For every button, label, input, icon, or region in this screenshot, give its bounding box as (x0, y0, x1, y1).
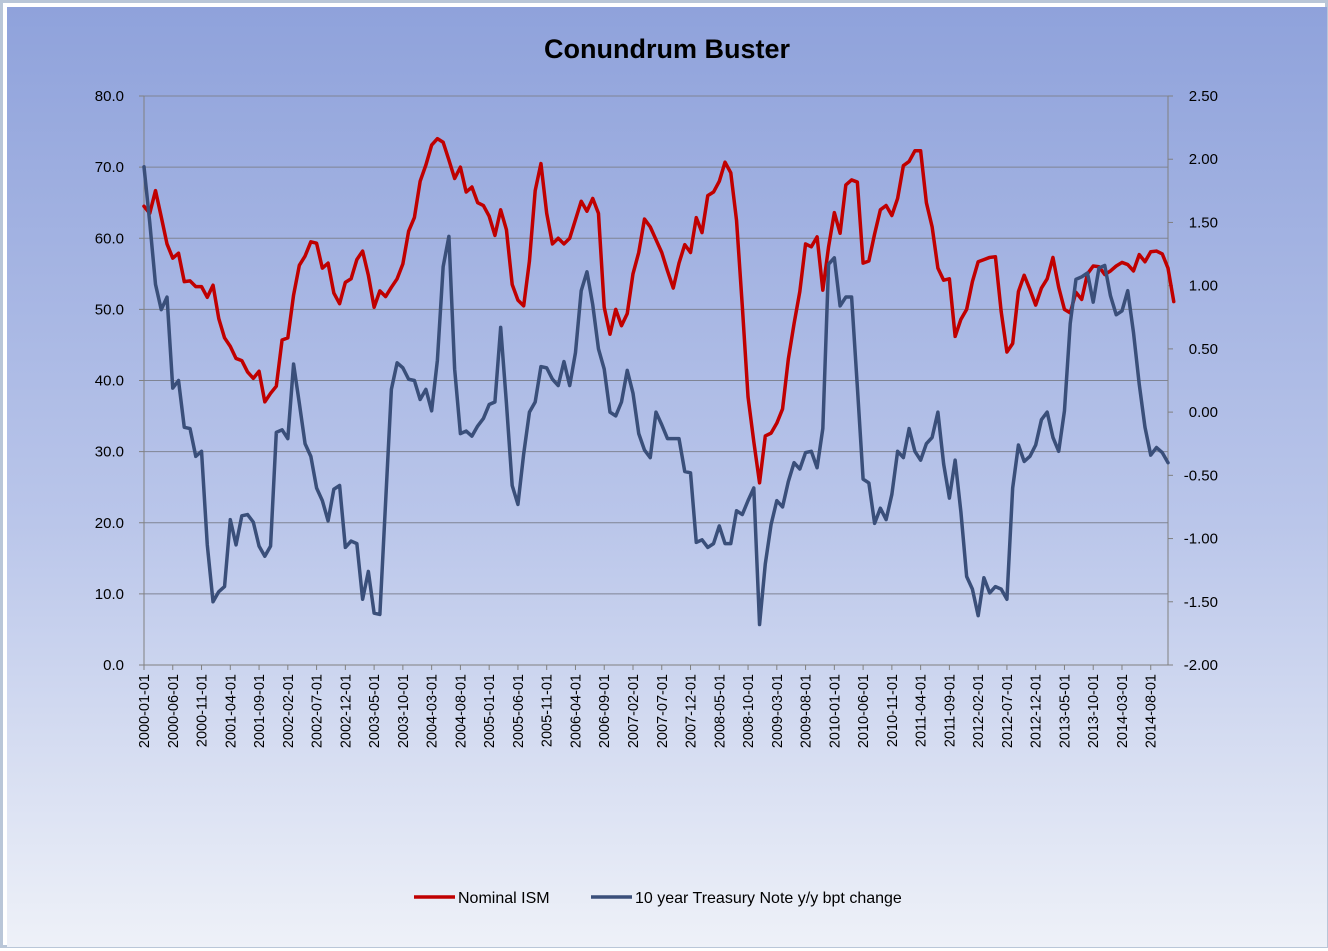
y-right-tick-label: -2.00 (1184, 657, 1218, 674)
y-left-tick-label: 10.0 (95, 586, 124, 603)
series-line-treasury (142, 165, 1170, 627)
chart-title: Conundrum Buster (544, 34, 790, 64)
x-tick-label: 2012-02-01 (971, 674, 987, 748)
x-tick-label: 2006-04-01 (568, 674, 584, 748)
x-tick-label: 2013-05-01 (1057, 674, 1073, 748)
x-tick-label: 2002-02-01 (281, 674, 297, 748)
y-left-tick-label: 0.0 (103, 657, 124, 674)
x-tick-label: 2010-11-01 (885, 674, 901, 747)
x-tick-label: 2001-09-01 (252, 674, 268, 748)
y-right-tick-label: 2.00 (1189, 151, 1218, 168)
y-left-tick-label: 50.0 (95, 301, 124, 318)
y-right-tick-label: 0.50 (1189, 341, 1218, 358)
x-tick-label: 2013-10-01 (1086, 674, 1102, 748)
x-tick-label: 2005-06-01 (511, 674, 527, 748)
x-tick-label: 2011-09-01 (942, 674, 958, 747)
x-tick-label: 2010-06-01 (856, 674, 872, 748)
x-tick-label: 2010-01-01 (827, 674, 843, 748)
y-right-tick-label: 0.00 (1189, 404, 1218, 421)
x-tick-label: 2000-11-01 (195, 674, 211, 747)
gridlines (144, 95, 1168, 666)
x-tick-label: 2011-04-01 (914, 674, 930, 747)
x-tick-label: 2005-01-01 (482, 674, 498, 748)
series-line-nominal-ism (142, 136, 1176, 485)
x-tick-label: 2007-07-01 (655, 674, 671, 748)
x-tick-label: 2012-07-01 (1000, 674, 1016, 748)
y-right-tick-label: 1.50 (1189, 214, 1218, 231)
x-tick-label: 2014-08-01 (1144, 674, 1160, 748)
y-left-tick-label: 80.0 (95, 88, 124, 105)
x-tick-label: 2008-05-01 (712, 674, 728, 748)
x-tick-label: 2002-07-01 (310, 674, 326, 748)
x-tick-label: 2001-04-01 (223, 674, 239, 748)
legend: Nominal ISM 10 year Treasury Note y/y bp… (414, 890, 902, 907)
x-tick-label: 2007-02-01 (626, 674, 642, 748)
y-right-tick-label: -1.00 (1184, 531, 1218, 548)
x-tick-label: 2008-10-01 (741, 674, 757, 748)
y-left-tick-label: 30.0 (95, 444, 124, 461)
plot-lines (142, 136, 1176, 627)
x-tick-label: 2014-03-01 (1115, 674, 1131, 748)
x-tick-label: 2004-03-01 (425, 674, 441, 748)
y-axis-left: 0.0 10.0 20.0 30.0 40.0 50.0 60.0 70.0 80.0 (95, 88, 144, 674)
x-tick-label: 2000-01-01 (137, 674, 153, 748)
y-left-tick-label: 60.0 (95, 230, 124, 247)
chart-background (7, 7, 1327, 947)
legend-label-nominal-ism: Nominal ISM (458, 890, 550, 907)
y-left-tick-label: 70.0 (95, 159, 124, 176)
x-tick-label: 2004-08-01 (453, 674, 469, 748)
x-axis: 2000-01-01 2000-06-01 2000-11-01 2001-04-01… (137, 665, 1160, 748)
x-tick-label: 2006-09-01 (597, 674, 613, 748)
y-right-tick-label: 2.50 (1189, 88, 1218, 105)
legend-label-treasury: 10 year Treasury Note y/y bpt change (635, 890, 902, 907)
chart-canvas: Conundrum Buster 0.0 10.0 20.0 30.0 40.0 50.0… (7, 7, 1327, 947)
y-right-tick-label: 1.00 (1189, 278, 1218, 295)
y-left-tick-label: 40.0 (95, 373, 124, 390)
x-tick-label: 2002-12-01 (338, 674, 354, 748)
y-right-tick-label: -0.50 (1184, 467, 1218, 484)
y-right-tick-label: -1.50 (1184, 594, 1218, 611)
y-axis-right: -2.00 -1.50 -1.00 -0.50 0.00 0.50 1.00 1.50 2.00… (1168, 88, 1218, 674)
x-tick-label: 2009-03-01 (770, 674, 786, 748)
x-tick-label: 2005-11-01 (540, 674, 556, 747)
x-tick-label: 2007-12-01 (684, 674, 700, 748)
x-tick-label: 2012-12-01 (1029, 674, 1045, 748)
x-tick-label: 2009-08-01 (799, 674, 815, 748)
y-left-tick-label: 20.0 (95, 515, 124, 532)
x-tick-label: 2000-06-01 (166, 674, 182, 748)
x-tick-label: 2003-10-01 (396, 674, 412, 748)
x-tick-label: 2003-05-01 (367, 674, 383, 748)
